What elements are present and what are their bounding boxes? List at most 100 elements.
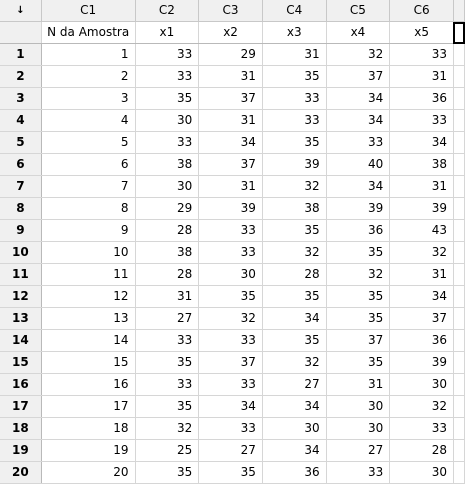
row-number[interactable]: 16 [0,373,42,396]
data-cell[interactable]: 33 [198,329,263,352]
data-cell[interactable]: 32 [326,43,391,66]
data-cell[interactable]: 32 [135,417,200,440]
data-cell[interactable]: 31 [389,263,454,286]
row-number[interactable]: 12 [0,285,42,308]
data-cell[interactable]: 33 [262,109,327,132]
data-cell[interactable]: 30 [326,417,391,440]
data-cell[interactable]: 14 [41,329,136,352]
data-cell[interactable]: 35 [262,131,327,154]
data-cell-overflow[interactable] [453,417,465,440]
data-cell[interactable]: 38 [135,153,200,176]
data-cell[interactable]: 35 [262,65,327,88]
row-number[interactable]: 6 [0,153,42,176]
data-cell-overflow[interactable] [453,439,465,462]
data-cell[interactable]: 35 [198,285,263,308]
data-cell[interactable]: 37 [326,329,391,352]
data-cell[interactable]: 35 [135,87,200,110]
data-cell[interactable]: 31 [198,175,263,198]
data-cell[interactable]: 32 [198,307,263,330]
data-cell[interactable]: 35 [135,395,200,418]
data-cell[interactable]: 31 [198,65,263,88]
data-cell[interactable]: 15 [41,351,136,374]
row-number[interactable]: 18 [0,417,42,440]
data-cell[interactable]: 35 [326,351,391,374]
data-cell[interactable]: 34 [389,131,454,154]
data-cell[interactable]: 37 [326,65,391,88]
row-number[interactable]: 11 [0,263,42,286]
data-cell[interactable]: 32 [389,241,454,264]
data-cell[interactable]: 35 [262,219,327,242]
data-cell-overflow[interactable] [453,329,465,352]
data-cell[interactable]: 11 [41,263,136,286]
data-cell-overflow[interactable] [453,307,465,330]
data-cell[interactable]: 2 [41,65,136,88]
data-cell[interactable]: 34 [326,87,391,110]
data-cell[interactable]: 43 [389,219,454,242]
data-cell[interactable]: 5 [41,131,136,154]
row-number[interactable]: 15 [0,351,42,374]
row-number[interactable]: 20 [0,461,42,484]
data-cell[interactable]: 33 [198,373,263,396]
column-id-c2[interactable]: C2 [135,0,200,22]
data-cell[interactable]: 16 [41,373,136,396]
data-cell[interactable]: 19 [41,439,136,462]
data-cell-overflow[interactable] [453,351,465,374]
data-cell[interactable]: 36 [262,461,327,484]
data-cell[interactable]: 25 [135,439,200,462]
column-id-c4[interactable]: C4 [262,0,327,22]
data-cell-overflow[interactable] [453,43,465,66]
row-number[interactable]: 4 [0,109,42,132]
data-cell[interactable]: 29 [135,197,200,220]
row-number[interactable]: 10 [0,241,42,264]
row-number[interactable]: 5 [0,131,42,154]
row-number[interactable]: 14 [0,329,42,352]
data-cell[interactable]: 40 [326,153,391,176]
data-cell[interactable]: 39 [198,197,263,220]
data-cell[interactable]: 34 [198,131,263,154]
data-cell[interactable]: 32 [262,241,327,264]
data-cell[interactable]: 20 [41,461,136,484]
data-cell[interactable]: 7 [41,175,136,198]
data-cell[interactable]: 38 [262,197,327,220]
data-cell[interactable]: 30 [135,175,200,198]
data-cell[interactable]: 33 [389,417,454,440]
data-cell[interactable]: 27 [198,439,263,462]
data-cell-overflow[interactable] [453,87,465,110]
data-cell[interactable]: 35 [262,329,327,352]
data-cell[interactable]: 33 [198,417,263,440]
data-cell[interactable]: 3 [41,87,136,110]
data-cell[interactable]: 39 [389,197,454,220]
data-cell[interactable]: 8 [41,197,136,220]
column-name-cell[interactable]: N da Amostra [41,21,136,44]
data-cell[interactable]: 31 [389,175,454,198]
data-cell[interactable]: 1 [41,43,136,66]
column-id-c6[interactable]: C6 [389,0,454,22]
column-name-cell[interactable]: x1 [135,21,200,44]
data-cell[interactable]: 35 [326,307,391,330]
data-cell-overflow[interactable] [453,197,465,220]
data-cell[interactable]: 31 [198,109,263,132]
data-cell[interactable]: 34 [262,307,327,330]
data-cell-overflow[interactable] [453,131,465,154]
data-cell[interactable]: 37 [198,153,263,176]
data-cell[interactable]: 30 [135,109,200,132]
data-cell-overflow[interactable] [453,109,465,132]
data-cell-overflow[interactable] [453,263,465,286]
data-cell[interactable]: 32 [262,351,327,374]
data-cell[interactable]: 33 [198,241,263,264]
data-cell[interactable]: 36 [326,219,391,242]
row-number[interactable]: 19 [0,439,42,462]
data-cell[interactable]: 30 [389,373,454,396]
data-cell[interactable]: 31 [262,43,327,66]
data-cell[interactable]: 32 [262,175,327,198]
data-cell[interactable]: 35 [198,461,263,484]
data-cell[interactable]: 13 [41,307,136,330]
data-cell[interactable]: 27 [262,373,327,396]
data-cell[interactable]: 28 [135,263,200,286]
data-cell-overflow[interactable] [453,373,465,396]
data-cell[interactable]: 35 [135,461,200,484]
data-cell[interactable]: 33 [135,329,200,352]
data-cell[interactable]: 27 [326,439,391,462]
data-cell[interactable]: 34 [389,285,454,308]
